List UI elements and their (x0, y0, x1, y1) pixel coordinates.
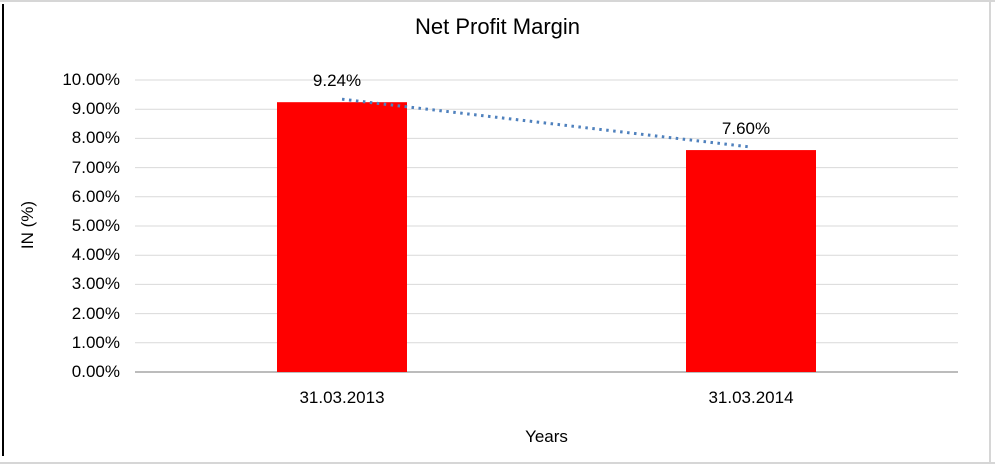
bar-data-label: 7.60% (721, 119, 771, 139)
y-tick-label: 3.00% (71, 274, 120, 294)
frame-border-bottom (0, 462, 995, 464)
frame-border-left (2, 4, 4, 456)
y-tick-label: 7.00% (71, 157, 120, 177)
chart-title: Net Profit Margin (414, 14, 581, 39)
y-tick-label: 5.00% (71, 216, 120, 235)
y-tick-label: 6.00% (71, 186, 120, 206)
x-axis-title: Years (525, 427, 568, 446)
frame-border-top (0, 0, 995, 2)
bar-31.03.2013 (277, 102, 407, 372)
y-tick-label: 1.00% (71, 332, 120, 352)
y-tick-label: 8.00% (71, 128, 120, 148)
y-tick-label: 2.00% (71, 303, 120, 323)
y-tick-label: 10.00% (62, 70, 120, 89)
y-tick-label: 9.00% (71, 99, 120, 119)
x-category-label: 31.03.2014 (708, 388, 794, 407)
y-tick-label: 4.00% (71, 245, 120, 265)
trendline (341, 97, 752, 149)
y-tick-label: 0.00% (71, 362, 120, 381)
x-category-label: 31.03.2013 (299, 388, 385, 407)
frame-border-right (989, 0, 991, 464)
bar-31.03.2014 (686, 150, 816, 372)
bar-data-label: 9.24% (312, 71, 362, 91)
